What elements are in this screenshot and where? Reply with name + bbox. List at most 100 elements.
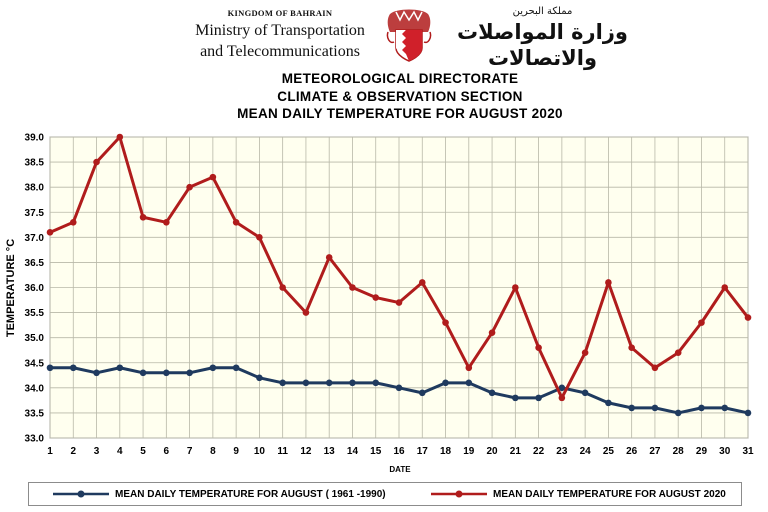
data-point <box>139 213 147 221</box>
y-tick-label: 35.0 <box>25 333 45 344</box>
ministry-line-1: Ministry of Transportation <box>195 22 365 39</box>
x-tick-label: 27 <box>649 446 661 457</box>
y-tick-label: 36.5 <box>25 258 45 269</box>
data-point <box>302 379 310 387</box>
data-point <box>744 314 752 321</box>
legend-swatch-2020 <box>431 490 487 498</box>
x-tick-label: 11 <box>277 446 288 457</box>
bahrain-emblem-icon <box>386 9 432 62</box>
data-point <box>349 284 356 291</box>
data-point <box>372 294 380 301</box>
data-point <box>465 364 473 372</box>
data-point <box>186 183 193 191</box>
data-point <box>163 369 170 377</box>
y-tick-label: 35.5 <box>25 308 45 319</box>
x-tick-label: 1 <box>47 446 53 457</box>
report-header: KINGDOM OF BAHRAIN Ministry of Transport… <box>0 0 768 71</box>
data-point <box>325 379 333 387</box>
x-tick-label: 9 <box>233 446 239 457</box>
data-point <box>512 394 519 402</box>
x-tick-label: 13 <box>324 446 336 457</box>
data-point <box>69 218 77 226</box>
data-point <box>651 404 659 412</box>
y-tick-label: 33.5 <box>25 408 45 419</box>
chart-title: MEAN DAILY TEMPERATURE FOR AUGUST 2020 <box>237 106 563 121</box>
data-point <box>674 349 682 357</box>
x-tick-label: 30 <box>719 446 731 457</box>
data-point <box>209 173 217 181</box>
data-point <box>256 234 263 241</box>
y-tick-label: 36.0 <box>25 283 45 294</box>
x-tick-label: 6 <box>164 446 170 457</box>
data-point <box>232 218 240 226</box>
data-point <box>93 158 100 166</box>
data-point <box>93 369 100 377</box>
data-point <box>698 319 705 326</box>
x-tick-label: 10 <box>254 446 266 457</box>
x-tick-label: 24 <box>580 446 592 457</box>
x-tick-label: 8 <box>210 446 216 457</box>
ministry-line-2: and Telecommunications <box>200 43 360 60</box>
data-point <box>535 394 542 402</box>
arabic-ministry-block: مملكة البحرين وزارة المواصلات والاتصالات <box>440 6 645 71</box>
data-point <box>442 319 449 326</box>
data-point <box>581 349 589 357</box>
data-point <box>558 384 566 392</box>
data-point <box>628 344 635 352</box>
arabic-ministry-name: وزارة المواصلات والاتصالات <box>456 20 628 70</box>
data-point <box>721 284 729 291</box>
data-point <box>139 369 147 377</box>
data-point <box>558 394 566 402</box>
x-tick-label: 7 <box>187 446 193 457</box>
data-point <box>325 254 333 261</box>
legend-swatch-baseline <box>53 490 109 498</box>
x-tick-label: 16 <box>393 446 405 457</box>
x-tick-label: 18 <box>440 446 452 457</box>
chart-series <box>46 133 752 417</box>
data-point <box>232 364 240 372</box>
data-point <box>372 379 380 387</box>
y-tick-label: 38.0 <box>25 183 45 194</box>
x-tick-label: 12 <box>300 446 312 457</box>
arabic-kingdom-label: مملكة البحرين <box>512 6 573 17</box>
chart-legend: MEAN DAILY TEMPERATURE FOR AUGUST ( 1961… <box>28 482 742 506</box>
x-tick-label: 5 <box>140 446 146 457</box>
legend-item-baseline: MEAN DAILY TEMPERATURE FOR AUGUST ( 1961… <box>51 483 386 505</box>
y-tick-label: 38.5 <box>25 158 45 169</box>
x-tick-label: 22 <box>533 446 545 457</box>
y-tick-label: 37.5 <box>25 208 45 219</box>
y-tick-label: 37.0 <box>25 233 45 244</box>
y-axis-label: TEMPERATURE °C <box>5 239 17 337</box>
data-point <box>744 409 752 417</box>
x-tick-label: 29 <box>696 446 708 457</box>
x-tick-label: 28 <box>673 446 685 457</box>
x-tick-label: 23 <box>556 446 568 457</box>
legend-label-2020: MEAN DAILY TEMPERATURE FOR AUGUST 2020 <box>493 488 726 500</box>
y-tick-label: 33.0 <box>25 434 45 445</box>
x-tick-label: 26 <box>626 446 638 457</box>
data-point <box>349 379 356 387</box>
report-titles: METEOROLOGICAL DIRECTORATE CLIMATE & OBS… <box>0 70 768 123</box>
data-point <box>698 404 705 412</box>
data-point <box>535 344 542 352</box>
x-tick-label: 3 <box>94 446 100 457</box>
x-tick-label: 17 <box>417 446 429 457</box>
data-point <box>418 389 426 397</box>
data-point <box>279 284 286 291</box>
data-point <box>488 389 496 397</box>
x-tick-label: 20 <box>487 446 499 457</box>
data-point <box>442 379 449 387</box>
data-point <box>674 409 682 417</box>
y-tick-label: 34.0 <box>25 383 45 394</box>
x-tick-label: 2 <box>70 446 76 457</box>
data-point <box>605 279 612 286</box>
title-line-2: CLIMATE & OBSERVATION SECTION <box>277 88 523 104</box>
data-point <box>69 364 77 372</box>
data-point <box>395 299 403 306</box>
data-point <box>209 364 217 372</box>
data-point <box>279 379 286 387</box>
x-tick-label: 15 <box>370 446 382 457</box>
data-point <box>418 279 426 286</box>
data-point <box>512 284 519 291</box>
y-tick-label: 34.5 <box>25 358 45 369</box>
